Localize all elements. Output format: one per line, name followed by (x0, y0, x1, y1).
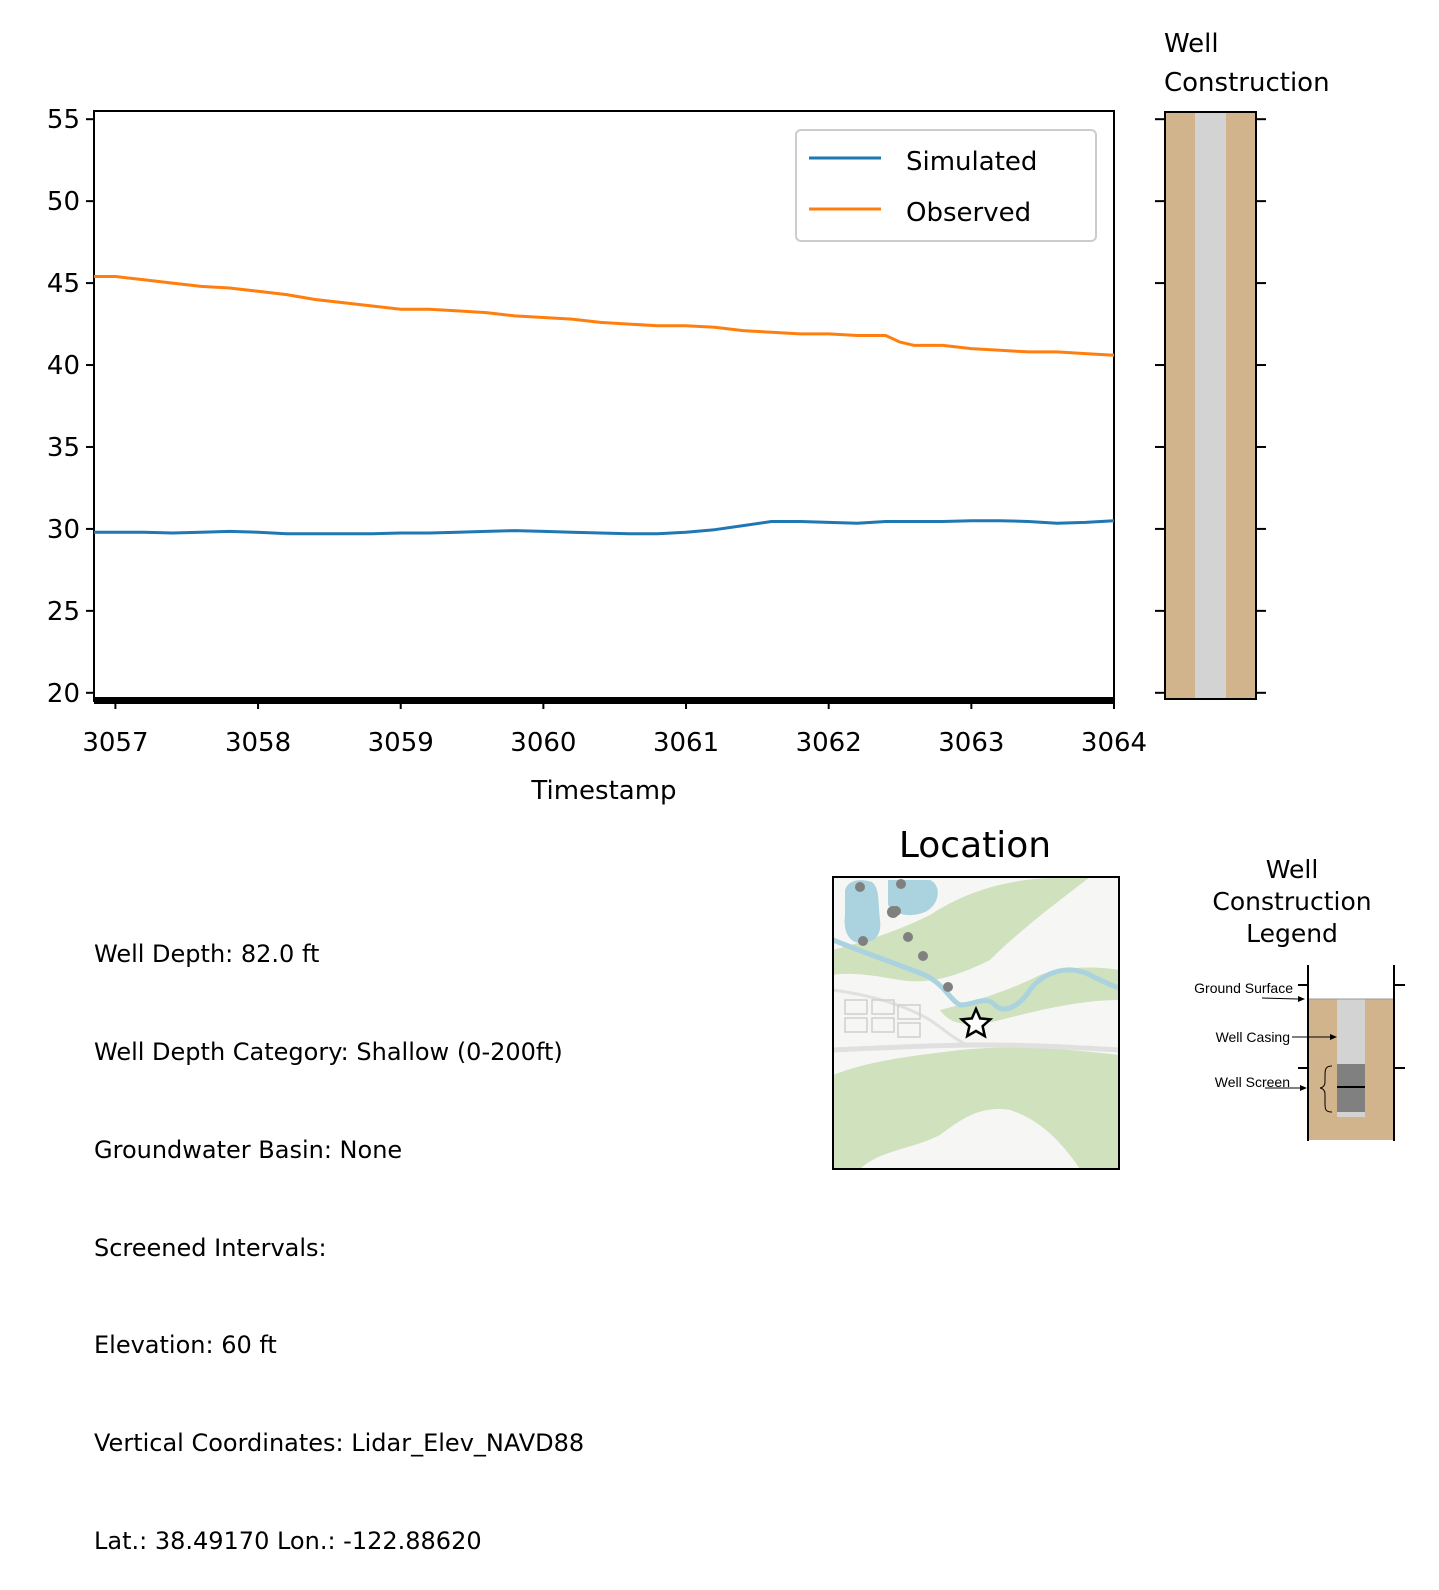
y-tick-label: 50 (47, 187, 80, 217)
legend-label-simulated: Simulated (906, 147, 1037, 177)
y-tick-label: 45 (47, 269, 80, 299)
x-axis-bar (94, 697, 1114, 704)
x-tick-label: 3064 (1081, 728, 1147, 758)
x-tick-label: 3059 (368, 728, 434, 758)
x-axis-label: Timestamp (530, 776, 676, 806)
map-water-ponds (844, 880, 938, 943)
map-vegetation-south (833, 1047, 1119, 1169)
legend-ground-arrow (1261, 997, 1299, 1000)
info-well-depth: Well Depth: 82.0 ft (94, 940, 320, 969)
y-tick-label: 55 (47, 105, 80, 135)
map-well-points (855, 879, 953, 992)
info-depth-category: Well Depth Category: Shallow (0-200ft) (94, 1037, 563, 1066)
legend-screen-arrowhead (1300, 1085, 1307, 1091)
y-tick-label: 30 (47, 515, 80, 545)
map-frame (832, 876, 1120, 1170)
x-tick-label: 3058 (225, 728, 291, 758)
legend-ground-arrowhead (1298, 996, 1305, 1002)
y-ticks: 20 25 30 35 40 45 50 55 (47, 105, 94, 709)
location-map (832, 876, 1120, 1170)
figure: 3057 3058 3059 3060 3061 3062 3063 3064 20 25 30 3… (47, 29, 1405, 1170)
legend: Simulated Observed (795, 129, 1097, 242)
map-building-blocks (844, 999, 921, 1038)
map-river (832, 937, 1120, 1012)
map-vegetation-river (940, 967, 1119, 1025)
well-construction-title-line2: Construction (1164, 68, 1330, 98)
well-casing (1195, 112, 1226, 699)
legend-screen-brace (1319, 1065, 1333, 1113)
legend-panel-title-line1: Well (1266, 855, 1319, 884)
location-title: Location (899, 825, 1051, 866)
series-line-simulated (94, 519, 1115, 536)
info-vertical-coordinates: Vertical Coordinates: Lidar_Elev_NAVD88 (94, 1429, 585, 1458)
x-tick-label: 3062 (796, 728, 862, 758)
well-construction-title-line1: Well (1164, 29, 1219, 59)
map-road-main (832, 1042, 1120, 1053)
y-tick-label: 20 (47, 679, 80, 709)
info-elevation: Elevation: 60 ft (94, 1331, 277, 1360)
legend-well-casing-label: Well Casing (1216, 1029, 1290, 1045)
x-tick-label: 3060 (510, 728, 576, 758)
info-groundwater-basin: Groundwater Basin: None (94, 1135, 403, 1164)
x-ticks: 3057 3058 3059 3060 3061 3062 3063 3064 (82, 701, 1147, 758)
series-layer (94, 275, 1115, 536)
time-series-plot: 3057 3058 3059 3060 3061 3062 3063 3064 20 25 30 3… (47, 105, 1147, 806)
x-tick-label: 3061 (653, 728, 719, 758)
info-lat-lon: Lat.: 38.49170 Lon.: -122.88620 (94, 1526, 482, 1555)
info-screened-intervals: Screened Intervals: (94, 1233, 327, 1262)
legend-panel: Well Construction Legend Ground Surface … (1194, 855, 1405, 1141)
x-tick-label: 3057 (82, 728, 148, 758)
location-panel: Location (832, 825, 1120, 1170)
well-construction-panel: Well Construction (1155, 29, 1330, 700)
y-tick-label: 25 (47, 597, 80, 627)
legend-label-observed: Observed (906, 198, 1031, 228)
well-info-text: Well Depth: 82.0 ft Well Depth Category:… (94, 873, 584, 1590)
y-tick-label: 40 (47, 351, 80, 381)
well-construction-ticks (1155, 118, 1266, 694)
legend-ground-surface-label: Ground Surface (1194, 980, 1293, 996)
star-icon (958, 1005, 994, 1039)
y-tick-label: 35 (47, 433, 80, 463)
map-vegetation-north (833, 877, 1090, 982)
legend-well-diagram (1298, 965, 1405, 1141)
map-road-secondary (832, 988, 971, 1048)
legend-casing-arrowhead (1330, 1034, 1337, 1040)
legend-panel-title-line3: Legend (1246, 919, 1338, 948)
series-line-observed (94, 275, 1115, 357)
legend-well-screen-label: Well Screen (1215, 1074, 1290, 1090)
legend-panel-title-line2: Construction (1212, 887, 1371, 916)
well-outline (1164, 111, 1257, 700)
x-tick-label: 3063 (938, 728, 1004, 758)
